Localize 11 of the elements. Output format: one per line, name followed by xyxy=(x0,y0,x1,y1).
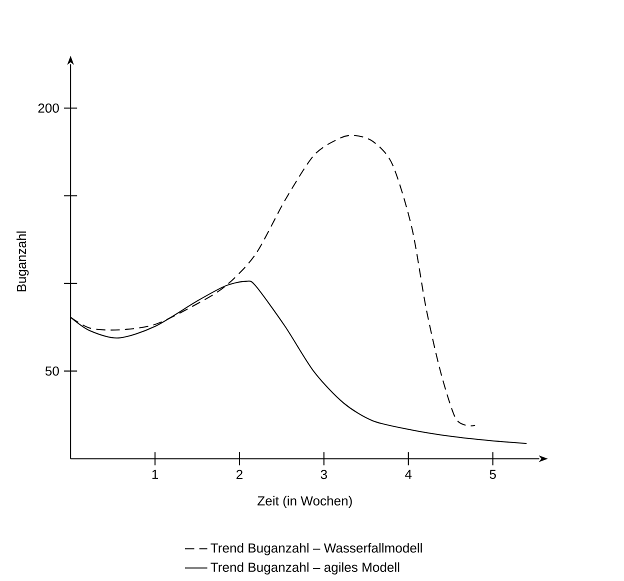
y-axis-title: Buganzahl xyxy=(16,231,29,292)
legend-label: Trend Buganzahl – agiles Modell xyxy=(210,562,400,574)
x-tick-label: 5 xyxy=(490,470,496,479)
y-tick-label: 200 xyxy=(38,103,59,113)
y-tick-label: 50 xyxy=(45,366,59,376)
x-axis-title: Zeit (in Wochen) xyxy=(258,496,352,508)
x-tick-label: 3 xyxy=(320,470,327,479)
x-tick-label: 1 xyxy=(152,470,158,479)
x-tick-label: 4 xyxy=(405,470,412,479)
x-tick-label: 2 xyxy=(236,470,242,479)
legend-label: Trend Buganzahl – Wasserfallmodell xyxy=(210,542,422,556)
